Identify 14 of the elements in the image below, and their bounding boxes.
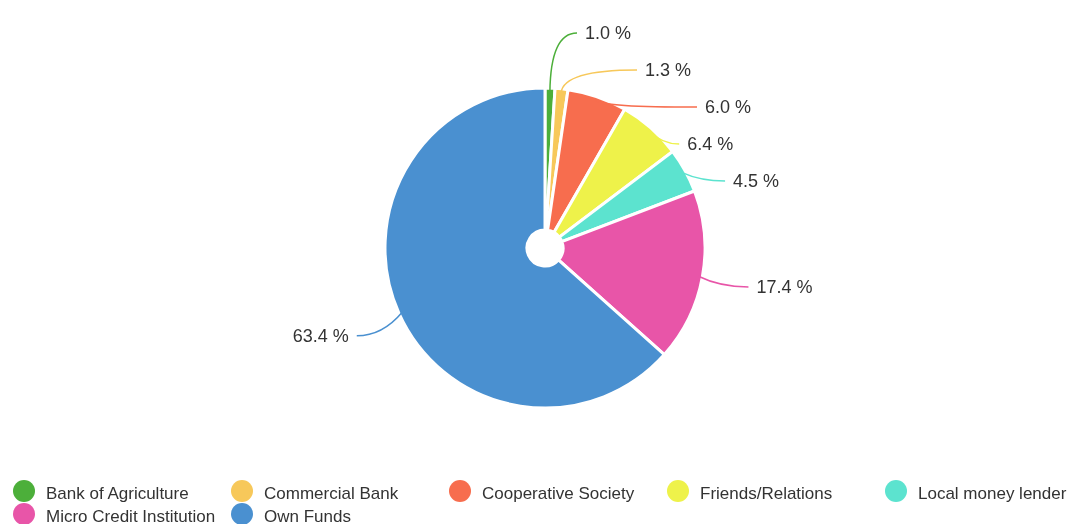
data-label: 1.3 % xyxy=(645,60,692,81)
data-label: 6.0 % xyxy=(705,97,752,118)
data-label: 4.5 % xyxy=(733,171,780,192)
legend-label: Micro Credit Institution xyxy=(46,506,216,524)
legend-label: Local money lender xyxy=(918,483,1067,503)
legend-label: Commercial Bank xyxy=(264,483,399,503)
legend-label: Cooperative Society xyxy=(482,483,635,503)
legend-label: Bank of Agriculture xyxy=(46,483,189,503)
legend-label: Own Funds xyxy=(264,506,351,524)
legend-label: Friends/Relations xyxy=(700,483,833,503)
data-label: 6.4 % xyxy=(687,134,734,155)
data-label: 1.0 % xyxy=(585,23,632,44)
data-label: 63.4 % xyxy=(292,326,349,347)
data-label: 17.4 % xyxy=(756,277,813,298)
